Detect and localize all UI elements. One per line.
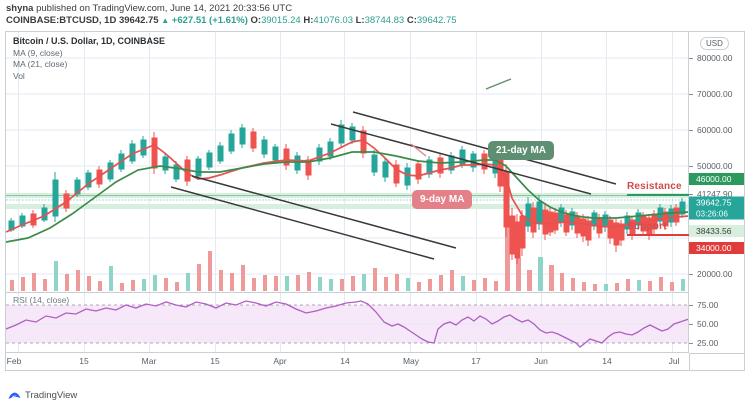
price-tick-70000: 70000.00 [697,89,733,99]
symbol-label: COINBASE:BTCUSD, [6,15,102,26]
quote-line: COINBASE:BTCUSD, 1D 39642.75 ▲ +627.51 (… [6,15,457,26]
publish-text: published on TradingView.com, June 14, 2… [36,3,293,14]
last-price-tag: 39642.75 03:26:06 [689,196,744,220]
change-arrow-icon: ▲ [161,16,170,25]
ma21-line [6,151,689,243]
legend-title: Bitcoin / U.S. Dollar, 1D, COINBASE [13,36,166,46]
interval-label: 1D [104,15,117,26]
time-tick-9: 14 [602,356,612,366]
time-tick-2: Mar [141,356,157,366]
price-tick-60000: 60000.00 [697,125,733,135]
price-tick-20000: 20000.00 [697,269,733,279]
rsi-tick-50: 50.00 [697,319,719,329]
time-tick-7: 17 [471,356,481,366]
ma21-callout: 21-day MA [488,141,555,160]
lower-trendline [170,186,435,260]
price-pane [6,78,689,291]
tradingview-footer[interactable]: TradingView [8,390,77,401]
open-value: 39015.24 [261,15,301,26]
tradingview-brand: TradingView [25,390,78,401]
legend-rsi[interactable]: RSI (14, close) [13,295,70,305]
rsi-pane [6,300,689,348]
rsi-tick-75: 75.00 [697,300,719,310]
time-tick-10: Jul [668,356,680,366]
lower-trendline-2 [191,175,457,249]
chart-legend: Bitcoin / U.S. Dollar, 1D, COINBASE MA (… [13,36,165,82]
close-value: 39642.75 [416,15,457,26]
rsi-tick-25: 25.00 [697,338,719,348]
volume-bars [10,216,685,291]
tradingview-logo-icon [8,392,21,399]
author-name: shyna [6,3,34,14]
high-label: H: [303,15,314,26]
resistance-price-tag: 46000.00 [689,173,744,185]
ma9-line [6,139,689,233]
time-axis[interactable]: Feb 15 Mar 15 Apr 14 May 17 Jun 14 Jul [6,352,689,370]
close-label: C: [406,15,417,26]
high-value: 41076.03 [313,15,353,26]
low-value: 38744.83 [364,15,405,26]
ma9-leader-line [410,143,427,157]
legend-ma9[interactable]: MA (9, close) [13,47,63,58]
ma-band [6,204,689,209]
low-label: L: [355,15,365,26]
vertical-gridlines [18,32,673,353]
support-label: Support [627,221,667,232]
rsi-line [6,300,689,348]
axis-corner [689,353,744,370]
chart-canvas[interactable] [6,32,744,370]
change-value: +627.51 (+1.61%) [171,15,248,26]
last-price: 39642.75 [118,15,159,26]
time-tick-0: Feb [6,356,22,366]
legend-vol[interactable]: Vol [13,70,25,81]
resistance-label: Resistance [627,181,682,192]
support-underline [627,234,689,236]
time-tick-5: 14 [340,356,350,366]
horizontal-gridlines [6,57,689,275]
price-tick-50000: 50000.00 [697,161,733,171]
ma-price-tag: 38433.56 [689,225,744,237]
price-tick-80000: 80000.00 [697,53,733,63]
last-price-tag-value: 39642.75 [696,197,732,208]
time-tick-1: 15 [79,356,89,366]
last-price-tag-countdown: 03:26:06 [696,209,728,219]
trend-channel [170,111,617,260]
support-price-tag: 34000.00 [689,242,744,254]
price-tick-41247: 41247.90 [697,189,733,199]
ma9-callout: 9-day MA [412,190,473,209]
time-tick-3: 15 [210,356,220,366]
upper-trendline [330,123,592,195]
price-axis[interactable]: USD 80000.00 70000.00 60000.00 50000.00 … [688,32,744,370]
open-label: O: [250,15,262,26]
chart-frame[interactable]: Bitcoin / U.S. Dollar, 1D, COINBASE MA (… [5,31,745,371]
time-tick-6: May [402,356,420,366]
price-axis-unit: USD [700,37,729,50]
resistance-underline [627,194,689,196]
legend-ma21[interactable]: MA (21, close) [13,59,68,69]
ma21-leader-line [485,78,512,90]
upper-trendline-2 [352,111,617,185]
publish-credit: shyna published on TradingView.com, June… [6,3,292,14]
time-tick-4: Apr [273,356,287,366]
time-tick-8: Jun [534,356,548,366]
